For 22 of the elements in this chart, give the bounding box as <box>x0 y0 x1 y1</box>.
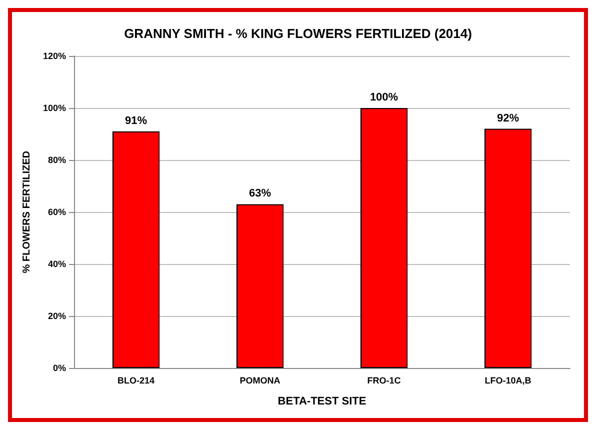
x-axis-title: BETA-TEST SITE <box>278 396 366 408</box>
y-tick-label: 100% <box>42 103 66 113</box>
y-axis-title: % FLOWERS FERTILIZED <box>22 150 32 274</box>
bar <box>112 131 160 368</box>
y-tick-label: 60% <box>48 207 66 217</box>
x-tick-label: BLO-214 <box>117 376 155 386</box>
y-tick-label: 80% <box>48 155 66 165</box>
bar <box>236 204 284 368</box>
bar <box>484 128 532 368</box>
data-label: 63% <box>248 188 272 200</box>
data-label: 91% <box>124 114 148 127</box>
data-label: 92% <box>496 112 520 124</box>
x-tick-label: LFO-10A,B <box>484 376 532 386</box>
y-tick-label: 40% <box>48 259 66 269</box>
x-tick-label: POMONA <box>240 376 281 386</box>
bar <box>360 108 408 368</box>
y-tick-label: 0% <box>52 363 66 373</box>
y-tick-label: 20% <box>48 311 66 321</box>
data-label: 100% <box>370 92 398 104</box>
x-tick-label: FRO-1C <box>367 376 402 386</box>
chart-title: GRANNY SMITH - % KING FLOWERS FERTILIZED (2014) <box>124 26 472 41</box>
y-tick-label: 120% <box>42 51 66 61</box>
